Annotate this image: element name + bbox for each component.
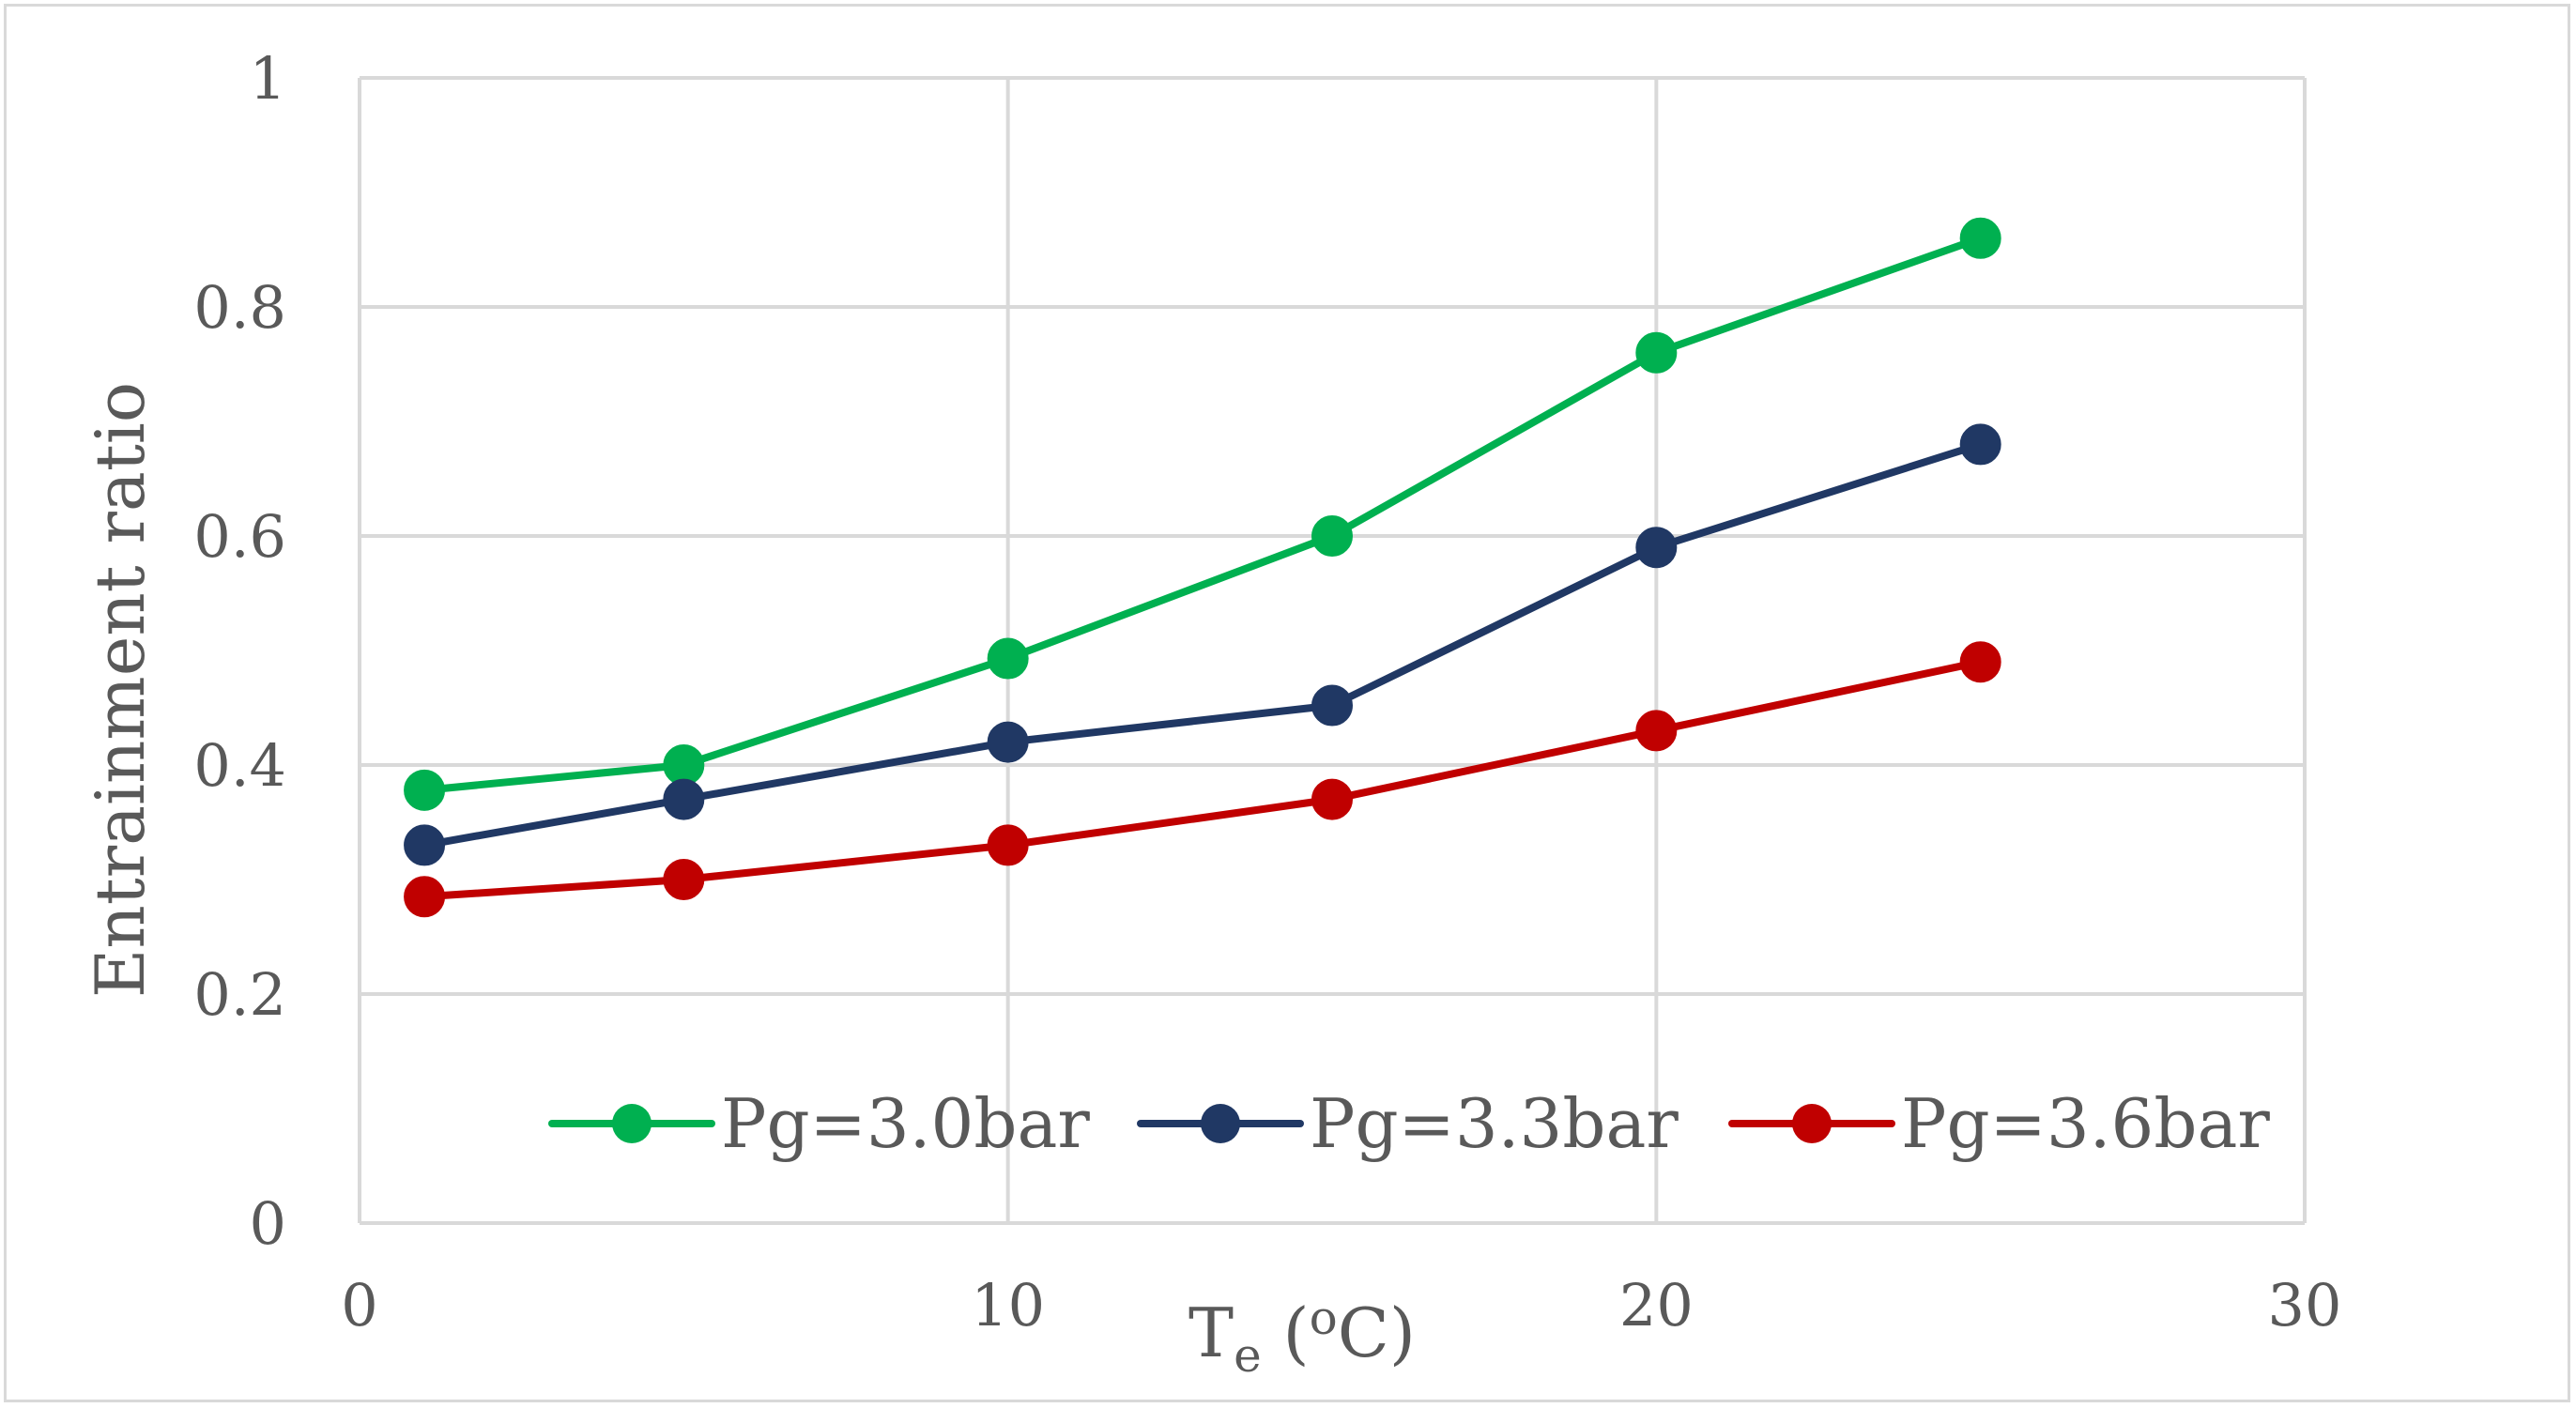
- data-point: [987, 721, 1029, 763]
- series-group: [404, 217, 2001, 918]
- x-axis-title-subscript: e: [1234, 1328, 1262, 1383]
- x-tick-label: 30: [2268, 1271, 2342, 1339]
- data-point: [1311, 684, 1353, 727]
- y-tick-label: 0: [250, 1189, 286, 1258]
- y-axis-title: Entrainment ratio: [81, 382, 160, 998]
- x-axis-title-main: T: [1188, 1293, 1234, 1372]
- legend-label: Pg=3.0bar: [721, 1084, 1090, 1163]
- data-point: [1635, 527, 1678, 569]
- legend: Pg=3.0bar Pg=3.3bar Pg=3.6bar: [548, 1084, 2270, 1163]
- grid: [360, 76, 2307, 1223]
- x-axis-title: Te (oC): [1188, 1291, 1416, 1383]
- data-point: [404, 824, 446, 866]
- legend-item-3: Pg=3.6bar: [1728, 1084, 2270, 1163]
- data-point: [987, 824, 1029, 866]
- data-point: [663, 778, 705, 820]
- axes: 00.20.40.60.810 10 20 30: [193, 44, 2341, 1339]
- x-tick-label: 10: [971, 1271, 1045, 1339]
- series-2: [404, 423, 2001, 866]
- y-tick-label: 0.6: [193, 502, 286, 571]
- x-tick-label: 20: [1619, 1271, 1694, 1339]
- data-point: [1311, 778, 1353, 820]
- data-point: [1635, 331, 1678, 374]
- series-1: [404, 217, 2001, 811]
- legend-swatch-marker: [1201, 1104, 1240, 1143]
- x-axis-title-unit: C): [1338, 1293, 1416, 1372]
- x-axis-title-open: (: [1262, 1293, 1310, 1372]
- legend-swatch-marker: [612, 1104, 652, 1143]
- legend-item-1: Pg=3.0bar: [548, 1084, 1090, 1163]
- data-point: [1959, 217, 2001, 259]
- data-point: [1959, 641, 2001, 683]
- data-point: [1311, 515, 1353, 557]
- chart-frame: [4, 4, 2570, 1402]
- y-tick-label: 1: [250, 44, 286, 113]
- data-point: [404, 876, 446, 918]
- series-3: [404, 641, 2001, 918]
- legend-swatch-marker: [1792, 1104, 1832, 1143]
- data-point: [404, 769, 446, 811]
- data-point: [1959, 423, 2001, 466]
- data-point: [1635, 710, 1678, 752]
- y-tick-label: 0.4: [193, 731, 286, 800]
- x-tick-label: 0: [341, 1271, 377, 1339]
- legend-label: Pg=3.6bar: [1901, 1084, 2270, 1163]
- data-point: [987, 637, 1029, 680]
- series-line: [421, 440, 1985, 849]
- legend-item-2: Pg=3.3bar: [1137, 1084, 1679, 1163]
- series-line: [421, 658, 1985, 901]
- y-tick-label: 0.2: [193, 960, 286, 1029]
- data-point: [663, 859, 705, 900]
- y-tick-label: 0.8: [193, 273, 286, 342]
- series-line: [421, 234, 1985, 794]
- legend-label: Pg=3.3bar: [1310, 1084, 1679, 1163]
- x-axis-title-superscript: o: [1310, 1291, 1338, 1345]
